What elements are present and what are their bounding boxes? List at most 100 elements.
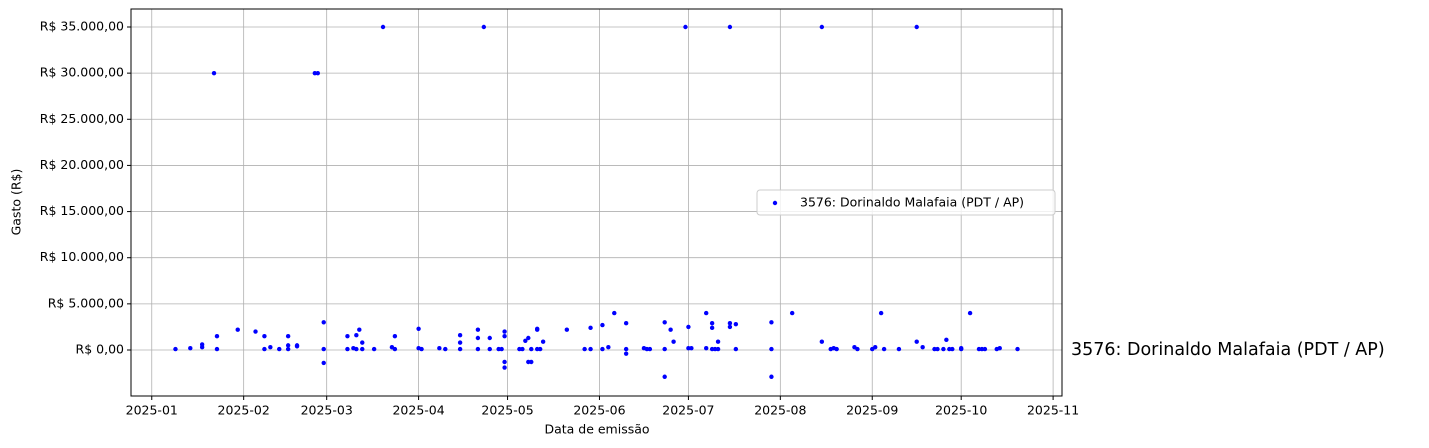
point xyxy=(789,310,795,316)
legend-marker xyxy=(772,200,778,206)
point xyxy=(457,333,463,338)
point xyxy=(819,24,825,30)
point xyxy=(612,310,617,316)
x-tick-label: 2025-11 xyxy=(1027,403,1079,418)
point xyxy=(873,345,878,350)
point xyxy=(499,346,504,352)
point xyxy=(709,325,715,331)
point xyxy=(819,339,825,344)
point xyxy=(600,322,605,328)
y-tick-label: R$ 30.000,00 xyxy=(40,65,124,80)
point xyxy=(285,333,291,339)
point xyxy=(727,324,733,330)
point xyxy=(360,340,365,345)
point xyxy=(662,374,667,379)
point xyxy=(360,346,365,352)
point xyxy=(588,325,593,331)
point xyxy=(380,24,386,30)
point xyxy=(253,329,258,334)
point xyxy=(600,346,605,352)
point xyxy=(715,339,721,344)
x-tick-label: 2025-04 xyxy=(392,403,444,418)
point xyxy=(437,345,442,351)
point xyxy=(647,346,653,352)
point xyxy=(941,346,946,352)
point xyxy=(733,346,739,352)
point xyxy=(354,346,359,352)
point xyxy=(523,338,528,343)
point xyxy=(662,346,667,352)
point xyxy=(727,321,733,326)
point xyxy=(188,345,193,351)
point xyxy=(668,327,673,332)
point xyxy=(540,339,546,344)
point xyxy=(914,339,919,344)
point xyxy=(345,333,350,339)
point xyxy=(878,310,884,316)
point xyxy=(1015,346,1020,352)
point xyxy=(935,346,940,352)
y-tick-label: R$ 10.000,00 xyxy=(40,249,124,264)
point xyxy=(321,360,326,366)
point xyxy=(443,346,448,352)
point xyxy=(958,346,964,352)
point xyxy=(769,346,774,352)
legend: 3576: Dorinaldo Malafaia (PDT / AP) xyxy=(756,189,1056,216)
y-tick-label: R$ 0,00 xyxy=(76,341,124,356)
point xyxy=(704,345,709,351)
point xyxy=(487,335,492,341)
point xyxy=(235,327,240,332)
point xyxy=(475,327,481,332)
x-tick-label: 2025-08 xyxy=(754,403,806,418)
y-tick-label: R$ 35.000,00 xyxy=(40,18,124,33)
point xyxy=(502,329,507,334)
point xyxy=(526,335,531,341)
point xyxy=(354,333,359,338)
x-tick-label: 2025-07 xyxy=(662,403,714,418)
point xyxy=(950,346,955,352)
point xyxy=(294,343,300,348)
x-tick-label: 2025-06 xyxy=(573,403,625,418)
legend-box xyxy=(756,189,1056,216)
point xyxy=(535,327,540,332)
point xyxy=(321,320,326,325)
point xyxy=(214,346,220,352)
point xyxy=(345,346,350,352)
x-tick-label: 2025-01 xyxy=(126,403,178,418)
point xyxy=(606,345,611,350)
point xyxy=(769,374,774,379)
y-axis-label: Gasto (R$) xyxy=(9,169,24,236)
point xyxy=(173,346,178,352)
legend-label: 3576: Dorinaldo Malafaia (PDT / AP) xyxy=(800,195,1024,210)
point xyxy=(997,345,1002,351)
point xyxy=(481,24,487,30)
point xyxy=(982,346,988,352)
point xyxy=(371,346,377,352)
point xyxy=(727,24,733,30)
point xyxy=(704,310,709,316)
point xyxy=(733,321,739,327)
point xyxy=(262,333,267,339)
point xyxy=(689,345,694,351)
point xyxy=(582,346,587,352)
x-tick-label: 2025-02 xyxy=(218,403,270,418)
y-tick-label: R$ 25.000,00 xyxy=(40,111,124,126)
point xyxy=(529,346,534,352)
point xyxy=(896,346,902,352)
y-tick-label: R$ 15.000,00 xyxy=(40,203,124,218)
point xyxy=(881,346,887,352)
point xyxy=(211,70,217,76)
point xyxy=(920,345,925,350)
point xyxy=(967,310,973,316)
point xyxy=(285,346,291,352)
point xyxy=(315,70,320,76)
point xyxy=(662,320,667,325)
point xyxy=(502,333,507,339)
point xyxy=(357,327,362,332)
point xyxy=(487,346,492,352)
point xyxy=(623,351,629,356)
point xyxy=(475,346,481,352)
point xyxy=(686,324,691,330)
x-tick-label: 2025-03 xyxy=(301,403,353,418)
y-tick-label: R$ 20.000,00 xyxy=(40,157,124,172)
